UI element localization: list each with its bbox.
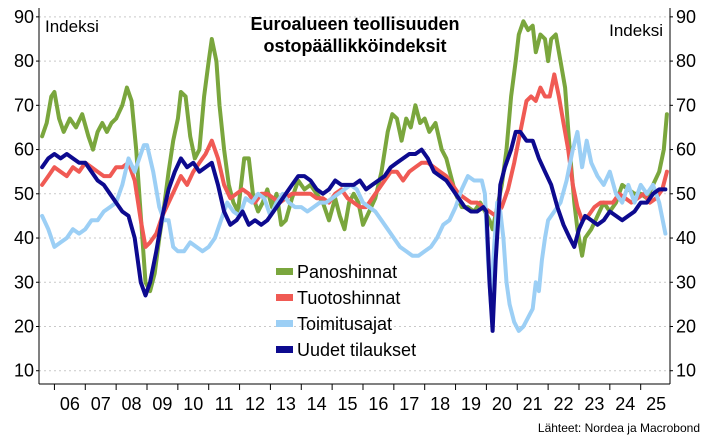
x-tick-label-14: 14 [307, 394, 327, 414]
legend-swatch-tuotoshinnat [276, 294, 293, 301]
x-tick-label-19: 19 [461, 394, 481, 414]
legend-swatch-toimitusajat [276, 320, 293, 327]
y-tick-label-right: 90 [676, 7, 696, 27]
y-tick-label-right: 10 [676, 361, 696, 381]
x-tick-label-16: 16 [368, 394, 388, 414]
chart-title-line-1: Euroalueen teollisuuden [250, 14, 459, 34]
x-tick-label-24: 24 [615, 394, 635, 414]
legend-swatch-panoshinnat [276, 268, 293, 275]
y-tick-label-right: 80 [676, 51, 696, 71]
y-tick-label-left: 60 [14, 140, 34, 160]
x-tick-label-15: 15 [338, 394, 358, 414]
x-tick-label-09: 09 [152, 394, 172, 414]
x-tick-label-10: 10 [183, 394, 203, 414]
x-tick-labels: 06 07 08 09 10 11 12 13 14 15 16 17 18 19 20 21 22 23 24 25 [53, 384, 666, 414]
legend-label-tuotoshinnat: Tuotoshinnat [297, 288, 400, 308]
y-tick-label-left: 70 [14, 95, 34, 115]
y-tick-labels-right: 10 20 30 40 50 60 70 80 90 [676, 7, 696, 381]
y-tick-label-left: 10 [14, 361, 34, 381]
series-line-panoshinnat [40, 19, 669, 294]
legend: Panoshinnat Tuotoshinnat Toimitusajat Uu… [276, 262, 416, 360]
y-tick-label-right: 70 [676, 95, 696, 115]
legend-swatch-uudet-tilaukset [276, 346, 293, 353]
x-tick-label-23: 23 [584, 394, 604, 414]
x-tick-label-20: 20 [492, 394, 512, 414]
series-line-toimitusajat [40, 129, 668, 333]
source-note: Lähteet: Nordea ja Macrobond [538, 421, 700, 435]
chart-title-line-2: ostopäällikköindeksit [263, 36, 446, 56]
legend-label-toimitusajat: Toimitusajat [297, 314, 392, 334]
y-tick-label-right: 20 [676, 316, 696, 336]
x-tick-label-07: 07 [91, 394, 111, 414]
y-tick-label-left: 20 [14, 316, 34, 336]
y-tick-labels-left: 10 20 30 40 50 60 70 80 90 [14, 7, 34, 381]
legend-label-uudet-tilaukset: Uudet tilaukset [297, 340, 416, 360]
y-tick-label-left: 30 [14, 272, 34, 292]
series-line-uudet-tilaukset [40, 129, 668, 333]
y-tick-label-left: 80 [14, 51, 34, 71]
x-tick-label-25: 25 [646, 394, 666, 414]
x-tick-label-17: 17 [399, 394, 419, 414]
x-tick-label-08: 08 [122, 394, 142, 414]
y-tick-label-left: 40 [14, 228, 34, 248]
series-lines [40, 19, 669, 333]
x-tick-label-18: 18 [430, 394, 450, 414]
x-tick-label-06: 06 [60, 394, 80, 414]
y-tick-label-right: 60 [676, 140, 696, 160]
x-tick-label-11: 11 [215, 394, 234, 414]
x-tick-label-12: 12 [245, 394, 265, 414]
x-tick-label-22: 22 [554, 394, 574, 414]
x-tick-label-21: 21 [523, 394, 543, 414]
y-unit-label-left: Indeksi [45, 17, 99, 36]
y-tick-label-right: 40 [676, 228, 696, 248]
x-tick-label-13: 13 [276, 394, 296, 414]
y-unit-label-right: Indeksi [609, 21, 663, 40]
legend-label-panoshinnat: Panoshinnat [297, 262, 397, 282]
y-tick-label-left: 50 [14, 184, 34, 204]
y-tick-label-right: 30 [676, 272, 696, 292]
y-tick-label-right: 50 [676, 184, 696, 204]
series-line-tuotoshinnat [40, 72, 669, 249]
y-tick-label-left: 90 [14, 7, 34, 27]
